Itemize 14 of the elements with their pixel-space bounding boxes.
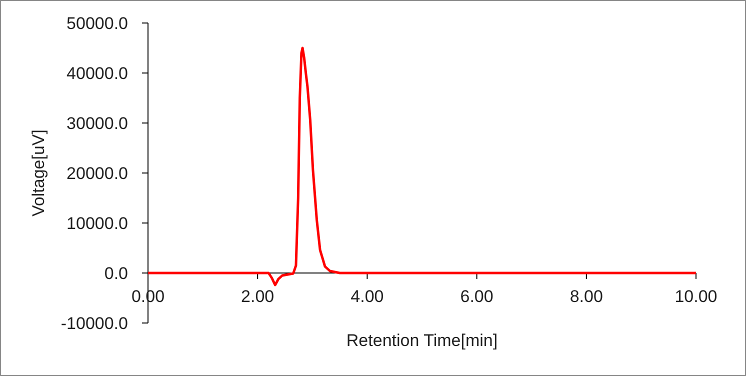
- y-tick-label: 40000.0: [66, 64, 128, 83]
- y-tick-label: 20000.0: [66, 164, 128, 183]
- y-tick-label: 10000.0: [66, 214, 128, 233]
- y-tick-label: 0.0: [104, 264, 128, 283]
- x-tick-label: 8.00: [570, 287, 603, 306]
- y-tick-label: 30000.0: [66, 114, 128, 133]
- x-tick-label: 2.00: [241, 287, 274, 306]
- x-axis-title: Retention Time[min]: [346, 331, 498, 350]
- x-tick-label: 10.00: [674, 287, 718, 306]
- x-tick-label: 4.00: [350, 287, 384, 306]
- y-tick-label: 50000.0: [66, 14, 128, 33]
- y-axis-title: Voltage[uV]: [29, 130, 48, 216]
- y-tick-label: -10000.0: [60, 314, 128, 333]
- x-tick-label: 6.00: [460, 287, 494, 306]
